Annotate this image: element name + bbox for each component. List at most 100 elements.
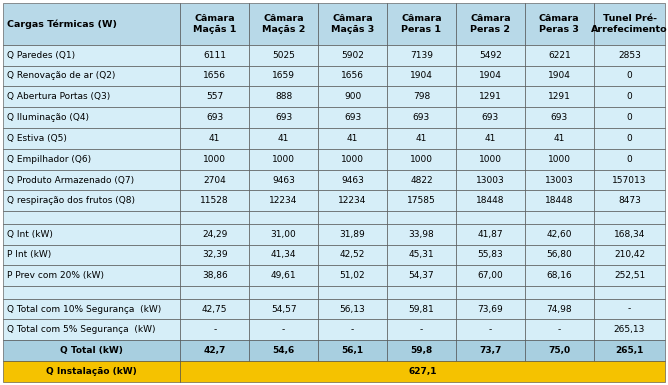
Bar <box>180 244 249 265</box>
Bar <box>180 3 249 45</box>
Bar <box>525 244 594 265</box>
Bar <box>249 65 318 86</box>
Text: 5902: 5902 <box>341 50 364 60</box>
Bar <box>456 340 525 361</box>
Text: -: - <box>282 325 285 335</box>
Text: 265,13: 265,13 <box>614 325 645 335</box>
Text: 7139: 7139 <box>410 50 433 60</box>
Bar <box>387 320 456 340</box>
Text: 51,02: 51,02 <box>340 271 365 280</box>
Text: 2853: 2853 <box>618 50 641 60</box>
Text: 41: 41 <box>415 134 427 143</box>
Bar <box>318 128 387 149</box>
Bar <box>3 191 180 211</box>
Bar <box>3 86 180 107</box>
Text: Cargas Térmicas (W): Cargas Térmicas (W) <box>7 19 117 28</box>
Bar <box>180 107 249 128</box>
Bar <box>387 244 456 265</box>
Text: 56,80: 56,80 <box>546 251 572 259</box>
Bar <box>594 320 665 340</box>
Bar <box>249 107 318 128</box>
Bar <box>594 211 665 224</box>
Text: 693: 693 <box>275 113 293 122</box>
Bar <box>387 3 456 45</box>
Text: 54,37: 54,37 <box>409 271 434 280</box>
Bar <box>594 65 665 86</box>
Bar <box>3 340 180 361</box>
Bar <box>3 107 180 128</box>
Text: -: - <box>420 325 423 335</box>
Bar <box>525 299 594 320</box>
Text: P Int (kW): P Int (kW) <box>7 251 51 259</box>
Bar <box>456 128 525 149</box>
Text: 0: 0 <box>627 113 633 122</box>
Bar <box>456 286 525 299</box>
Bar <box>387 224 456 244</box>
Bar <box>594 45 665 65</box>
Text: 17585: 17585 <box>407 196 436 205</box>
Text: Q Total (kW): Q Total (kW) <box>60 346 123 355</box>
Bar <box>525 149 594 170</box>
Text: Câmara
Maçãs 3: Câmara Maçãs 3 <box>331 14 374 33</box>
Text: 1000: 1000 <box>479 155 502 164</box>
Bar <box>594 191 665 211</box>
Text: 888: 888 <box>275 92 293 101</box>
Bar <box>180 299 249 320</box>
Text: 13003: 13003 <box>476 176 505 184</box>
Bar <box>249 244 318 265</box>
Bar <box>525 3 594 45</box>
Bar <box>249 86 318 107</box>
Bar <box>387 107 456 128</box>
Bar <box>387 149 456 170</box>
Bar <box>318 211 387 224</box>
Text: 1659: 1659 <box>272 72 295 80</box>
Text: 18448: 18448 <box>476 196 504 205</box>
Text: 33,98: 33,98 <box>409 229 434 239</box>
Text: 56,13: 56,13 <box>340 305 365 313</box>
Text: 627,1: 627,1 <box>409 367 437 376</box>
Text: 73,69: 73,69 <box>478 305 503 313</box>
Bar <box>318 265 387 286</box>
Bar <box>180 361 665 382</box>
Bar <box>3 149 180 170</box>
Bar <box>180 211 249 224</box>
Text: Q Iluminação (Q4): Q Iluminação (Q4) <box>7 113 89 122</box>
Bar <box>318 107 387 128</box>
Text: 41: 41 <box>485 134 496 143</box>
Bar <box>456 224 525 244</box>
Text: 5492: 5492 <box>479 50 502 60</box>
Bar <box>456 107 525 128</box>
Bar <box>180 86 249 107</box>
Text: Q Total com 5% Segurança  (kW): Q Total com 5% Segurança (kW) <box>7 325 155 335</box>
Text: Q Paredes (Q1): Q Paredes (Q1) <box>7 50 75 60</box>
Text: P Prev com 20% (kW): P Prev com 20% (kW) <box>7 271 104 280</box>
Text: Câmara
Peras 2: Câmara Peras 2 <box>470 14 511 33</box>
Bar <box>456 211 525 224</box>
Text: 6221: 6221 <box>548 50 570 60</box>
Text: 798: 798 <box>413 92 430 101</box>
Bar <box>180 340 249 361</box>
Bar <box>318 65 387 86</box>
Text: 900: 900 <box>344 92 361 101</box>
Bar <box>456 149 525 170</box>
Bar <box>387 265 456 286</box>
Bar <box>525 211 594 224</box>
Bar <box>594 170 665 191</box>
Text: Q Instalação (kW): Q Instalação (kW) <box>46 367 137 376</box>
Bar <box>180 191 249 211</box>
Bar <box>180 149 249 170</box>
Text: 157013: 157013 <box>613 176 647 184</box>
Text: 75,0: 75,0 <box>548 346 570 355</box>
Text: 11528: 11528 <box>200 196 229 205</box>
Bar <box>3 244 180 265</box>
Bar <box>249 340 318 361</box>
Text: 12234: 12234 <box>269 196 298 205</box>
Text: 67,00: 67,00 <box>478 271 503 280</box>
Text: 49,61: 49,61 <box>271 271 297 280</box>
Text: 12234: 12234 <box>339 196 367 205</box>
Text: 1000: 1000 <box>548 155 570 164</box>
Bar <box>387 65 456 86</box>
Bar <box>249 45 318 65</box>
Bar <box>318 286 387 299</box>
Text: 1904: 1904 <box>548 72 570 80</box>
